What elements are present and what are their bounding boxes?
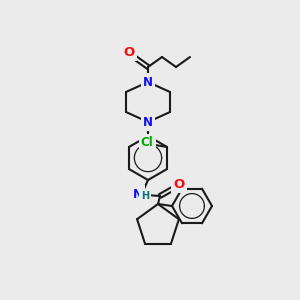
Text: H: H [141,191,149,201]
Text: N: N [143,76,153,88]
Text: N: N [143,116,153,128]
Text: N: N [133,188,143,200]
Text: Cl: Cl [141,136,153,149]
Text: O: O [123,46,135,59]
Text: O: O [173,178,184,190]
